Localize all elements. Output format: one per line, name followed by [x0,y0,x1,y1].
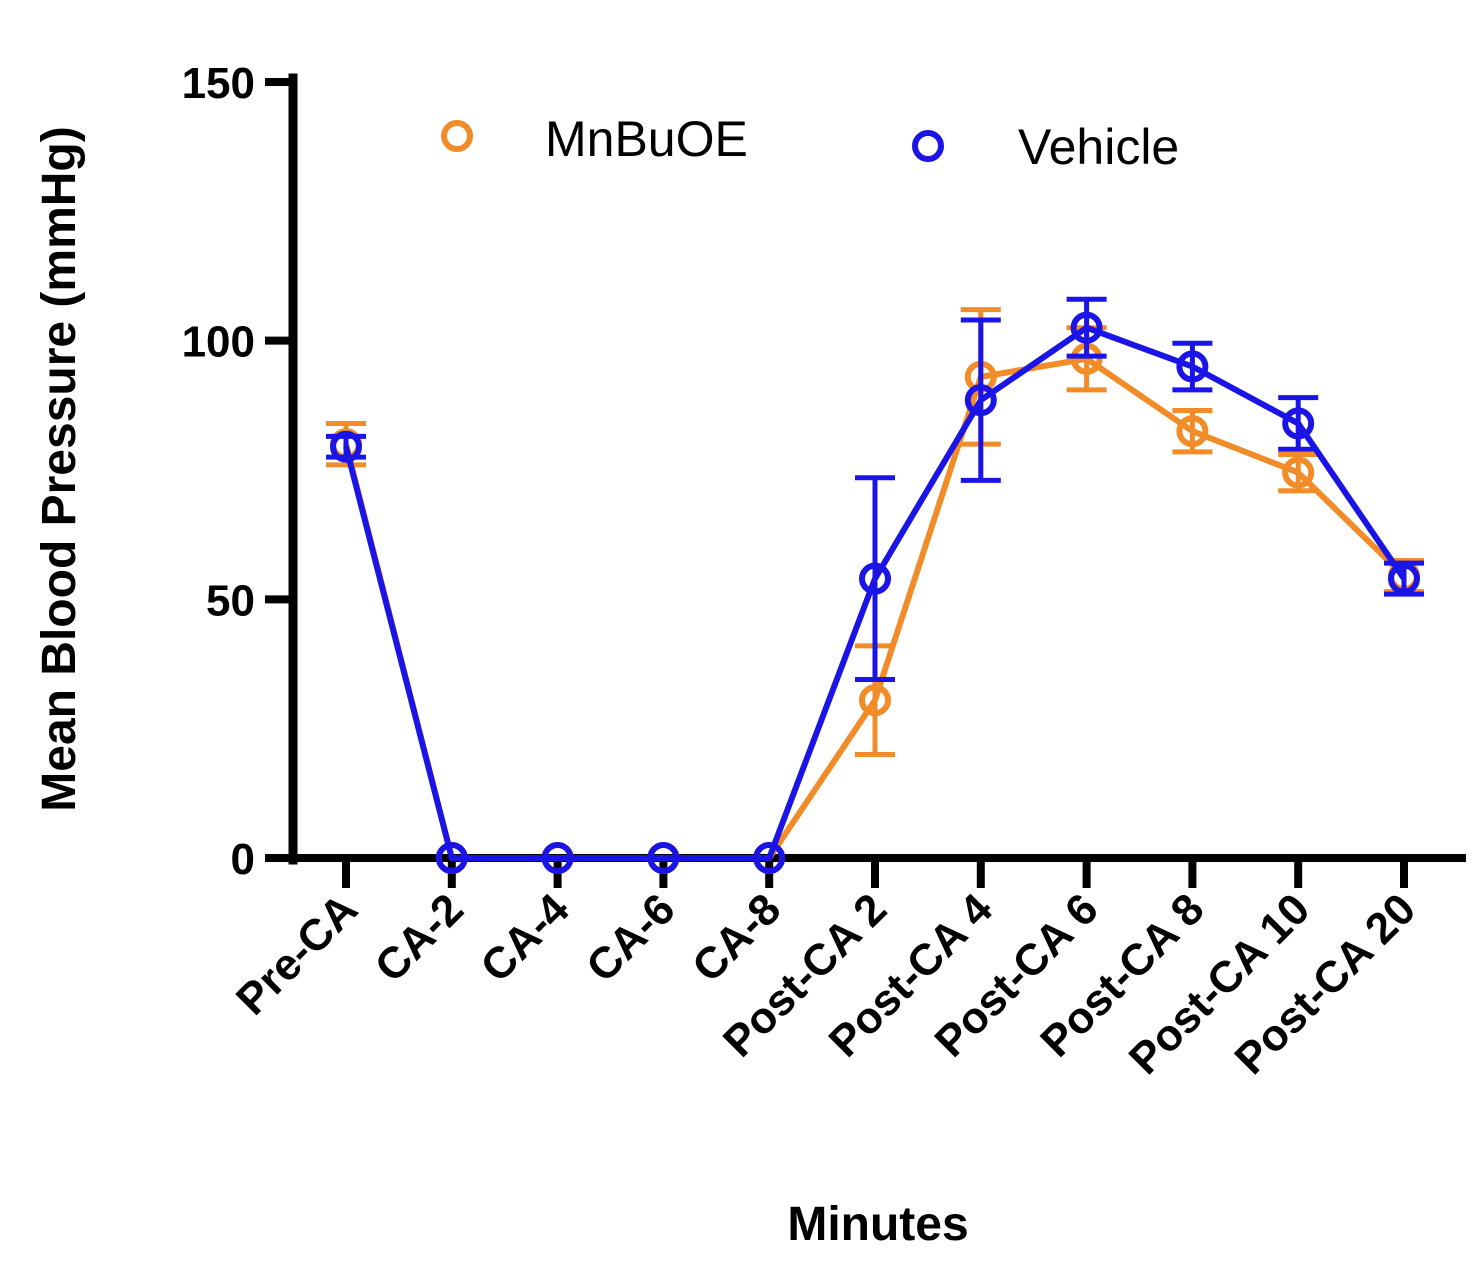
y-tick-label-50: 50 [206,576,255,625]
data-point-vehicle-post-ca-8 [1176,350,1209,383]
data-point-vehicle-ca-6 [647,842,680,874]
data-point-vehicle-ca-2 [435,842,468,874]
legend-label-mnbuoe: MnBuOE [545,111,748,167]
x-tick-label-pre-ca: Pre-CA [227,884,367,1024]
x-axis-title: Minutes [787,1198,968,1251]
y-tick-label-0: 0 [231,835,255,884]
y-tick-label-150: 150 [182,59,255,108]
data-point-mnbuoe-post-ca-8 [1176,415,1209,448]
legend-label-vehicle: Vehicle [1018,119,1179,175]
error-bar-vehicle-post-ca-10 [1278,395,1319,452]
data-point-mnbuoe-post-ca-2 [859,684,891,717]
y-tick-label-100: 100 [182,318,255,367]
legend-item-mnbuoe: MnBuOE [441,111,748,167]
data-point-mnbuoe-post-ca-10 [1282,456,1315,489]
series-vehicle [326,296,1424,874]
series-layer [326,296,1424,874]
x-tick-label-ca-6: CA-6 [577,884,684,991]
x-tick-label-ca-2: CA-2 [366,884,473,991]
error-bar-vehicle-post-ca-2 [855,475,895,683]
x-tick-label-ca-4: CA-4 [471,884,579,992]
data-point-vehicle-post-ca-10 [1282,407,1315,440]
data-point-vehicle-ca-4 [541,842,574,874]
data-point-vehicle-post-ca-20 [1388,562,1420,595]
y-axis-title: Mean Blood Pressure (mmHg) [33,126,86,811]
error-bar-vehicle-post-ca-4 [960,317,1001,483]
error-bar-vehicle-post-ca-6 [1066,296,1107,359]
data-point-vehicle-post-ca-4 [964,384,997,417]
data-point-vehicle-post-ca-6 [1070,311,1103,344]
data-point-vehicle-ca-8 [753,842,786,874]
legend: MnBuOE Vehicle [441,111,1179,175]
legend-item-vehicle: Vehicle [912,119,1179,175]
y-ticks: 0 50 100 150 [182,59,293,884]
legend-marker-vehicle [912,130,944,162]
data-point-vehicle-post-ca-2 [859,562,891,595]
legend-marker-mnbuoe [441,120,473,152]
data-point-vehicle-pre-ca [330,430,362,463]
